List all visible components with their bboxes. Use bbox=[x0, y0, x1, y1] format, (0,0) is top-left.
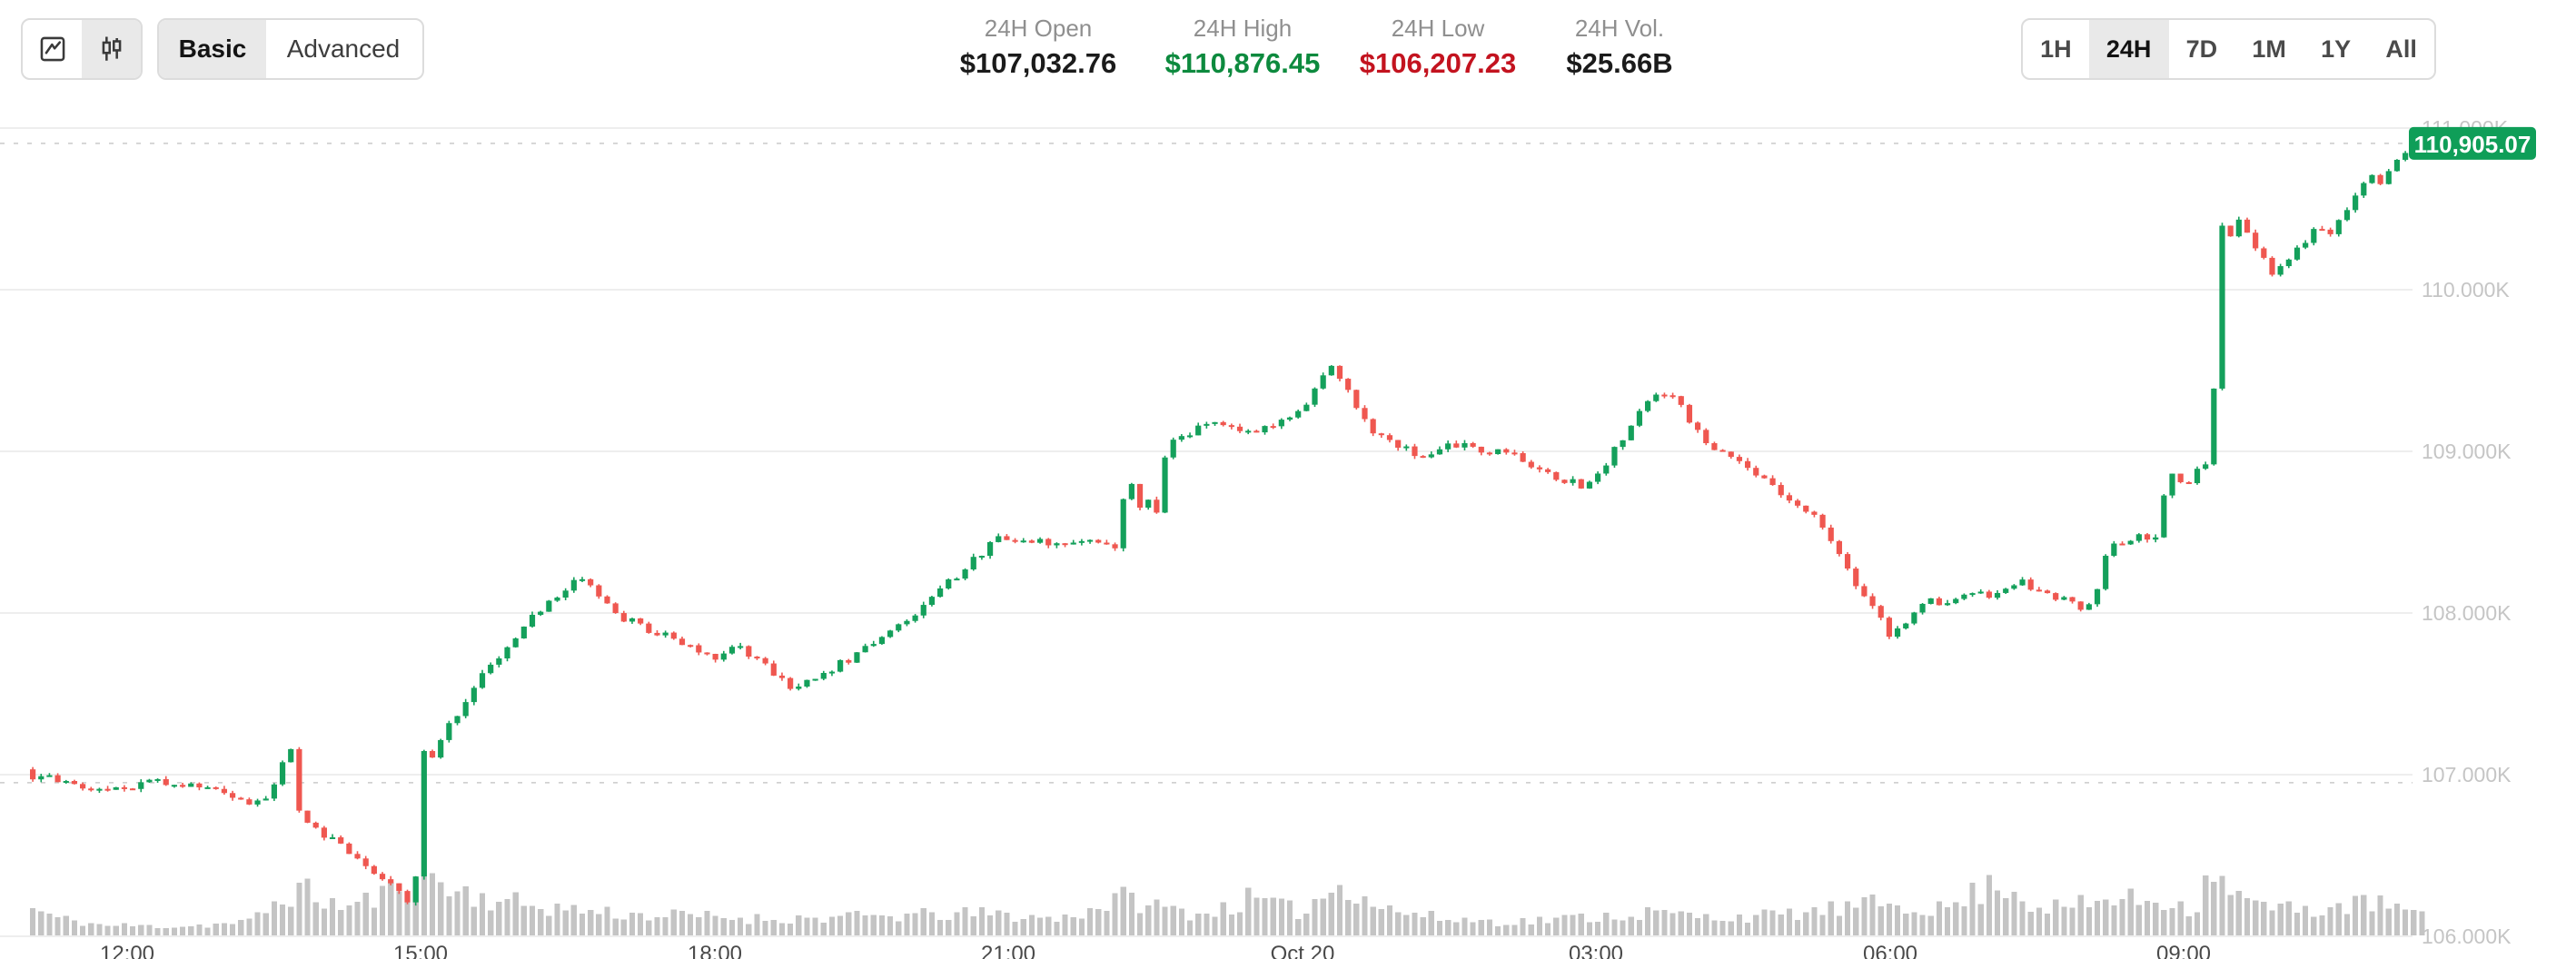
x-axis-label: 09:00 bbox=[2156, 942, 2211, 959]
tab-advanced[interactable]: Advanced bbox=[266, 20, 421, 78]
candles bbox=[30, 142, 2425, 906]
y-axis-label: 110.000K bbox=[2422, 278, 2510, 302]
stat-24h-open: 24H Open $107,032.76 bbox=[960, 15, 1116, 82]
stat-label: 24H Low bbox=[1391, 15, 1485, 42]
y-axis-labels: 111.000K110.000K109.000K108.000K107.000K… bbox=[2422, 116, 2512, 948]
x-axis-label: 15:00 bbox=[393, 942, 448, 959]
stat-label: 24H High bbox=[1193, 15, 1293, 42]
chart-toolbar: Basic Advanced 24H Open $107,032.76 24H … bbox=[0, 0, 2576, 91]
stat-24h-high: 24H High $110,876.45 bbox=[1165, 15, 1321, 82]
y-axis-label: 109.000K bbox=[2422, 440, 2512, 463]
range-7d[interactable]: 7D bbox=[2169, 20, 2235, 78]
range-1h[interactable]: 1H bbox=[2023, 20, 2089, 78]
y-axis-label: 108.000K bbox=[2422, 601, 2512, 625]
stat-value: $110,876.45 bbox=[1164, 47, 1321, 79]
x-axis-label: 12:00 bbox=[100, 942, 154, 959]
chart-type-toggle bbox=[21, 18, 143, 80]
stat-label: 24H Vol. bbox=[1574, 15, 1665, 42]
current-price-badge: 110,905.07 bbox=[2409, 126, 2536, 160]
x-axis-label: 18:00 bbox=[688, 942, 742, 959]
x-axis-labels: 12:00 15:00 18:00 21:00 Oct 20 03:00 06:00 09:0… bbox=[100, 942, 2211, 959]
stat-label: 24H Open bbox=[984, 15, 1093, 42]
candlestick-icon bbox=[96, 34, 127, 64]
time-range-buttons: 1H 24H 7D 1M 1Y All bbox=[2021, 18, 2436, 80]
stat-value: $106,207.23 bbox=[1359, 47, 1517, 79]
candlestick-view-button[interactable] bbox=[82, 20, 141, 78]
stat-24h-low: 24H Low $106,207.23 bbox=[1360, 15, 1516, 82]
gridlines bbox=[0, 127, 2413, 937]
line-chart-view-button[interactable] bbox=[23, 20, 82, 78]
range-1m[interactable]: 1M bbox=[2234, 20, 2304, 78]
x-axis-label: 03:00 bbox=[1569, 942, 1623, 959]
volume-bars bbox=[30, 823, 2425, 935]
current-price-label: 110,905.07 bbox=[2414, 131, 2531, 158]
tab-basic[interactable]: Basic bbox=[159, 20, 266, 78]
range-1y[interactable]: 1Y bbox=[2304, 20, 2368, 78]
x-axis-label: 06:00 bbox=[1863, 942, 1917, 959]
x-axis-label: 21:00 bbox=[981, 942, 1035, 959]
line-chart-icon bbox=[37, 34, 68, 64]
mode-tabs: Basic Advanced bbox=[157, 18, 424, 80]
x-axis-label: Oct 20 bbox=[1271, 942, 1335, 959]
range-all[interactable]: All bbox=[2368, 20, 2434, 78]
y-axis-label: 106.000K bbox=[2422, 924, 2512, 948]
stat-value: $25.66B bbox=[1566, 47, 1673, 79]
y-axis-label: 107.000K bbox=[2422, 763, 2512, 786]
stat-24h-vol: 24H Vol. $25.66B bbox=[1566, 15, 1672, 82]
stat-value: $107,032.76 bbox=[959, 47, 1117, 79]
range-24h[interactable]: 24H bbox=[2088, 20, 2169, 78]
